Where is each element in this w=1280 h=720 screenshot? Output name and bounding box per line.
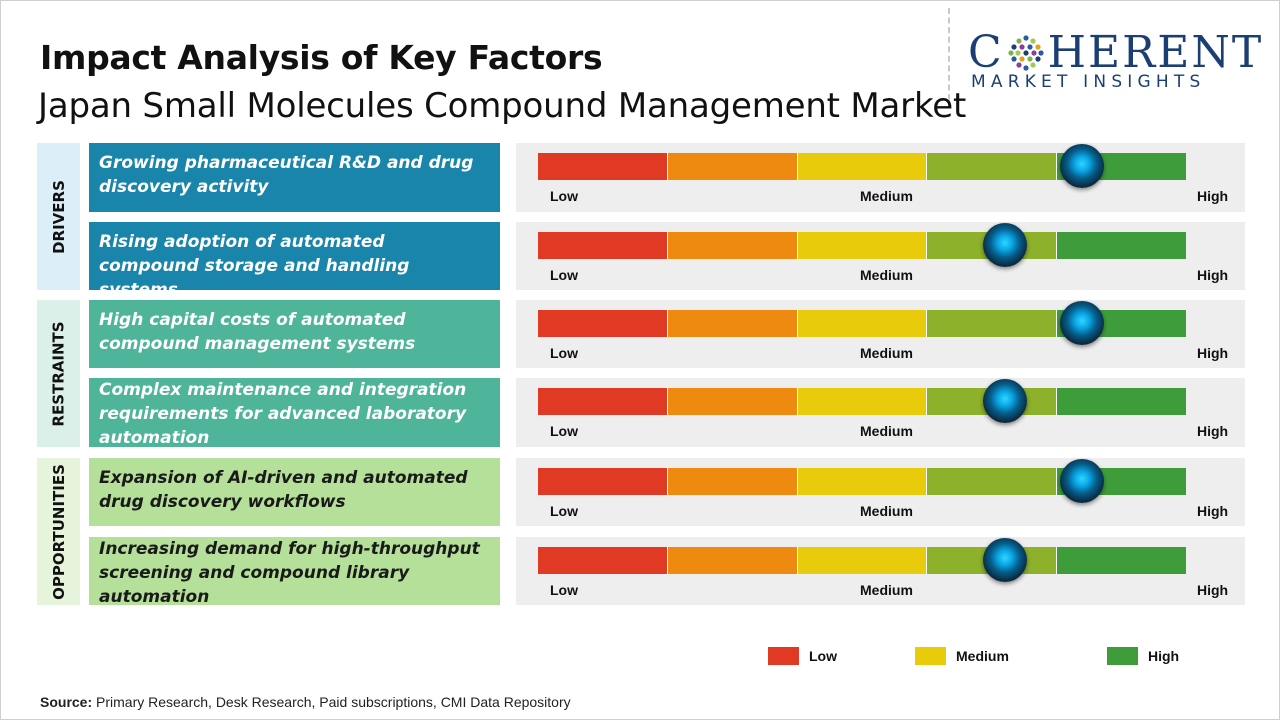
- category-label: DRIVERS: [49, 179, 68, 254]
- scale-segment: [666, 153, 797, 180]
- scale-label-low: Low: [550, 267, 578, 283]
- category-label: RESTRAINTS: [49, 320, 68, 427]
- impact-scale-bar: [538, 153, 1186, 180]
- scale-label-high: High: [1197, 267, 1229, 283]
- scale-label-medium: Medium: [860, 345, 913, 361]
- legend-label-high: High: [1148, 648, 1180, 664]
- factor-label: Increasing demand for high-throughput sc…: [99, 539, 480, 607]
- source-prefix: Source:: [40, 694, 93, 710]
- factor-label: Complex maintenance and integration requ…: [99, 380, 467, 448]
- impact-marker: [1060, 301, 1105, 345]
- scale-segment: [796, 232, 927, 259]
- legend-item-low: Low: [768, 647, 837, 665]
- scale-segment: [666, 388, 797, 415]
- scale-label-medium: Medium: [860, 423, 913, 439]
- scale-label-low: Low: [550, 345, 578, 361]
- factor-box: Expansion of AI-driven and automated dru…: [89, 458, 500, 526]
- factor-label: Rising adoption of automated compound st…: [99, 232, 410, 300]
- scale-label-low: Low: [550, 582, 578, 598]
- factor-box: Complex maintenance and integration requ…: [89, 378, 500, 448]
- factor-box: Rising adoption of automated compound st…: [89, 222, 500, 300]
- scale-label-medium: Medium: [860, 503, 913, 519]
- category-opportunities: OPPORTUNITIES: [37, 458, 80, 605]
- scale-label-medium: Medium: [860, 582, 913, 598]
- logo-wordmark: C: [968, 30, 1268, 76]
- scale-segment: [538, 310, 667, 337]
- impact-track: Low Medium High: [516, 458, 1245, 526]
- scale-segment: [666, 547, 797, 574]
- impact-marker: [982, 223, 1027, 267]
- scale-segment: [538, 153, 667, 180]
- scale-segment: [926, 153, 1057, 180]
- scale-segment: [1056, 547, 1186, 574]
- impact-marker: [982, 538, 1027, 582]
- scale-label-high: High: [1197, 423, 1229, 439]
- legend-swatch-medium: [915, 647, 946, 665]
- scale-segment: [538, 547, 667, 574]
- impact-track: Low Medium High: [516, 300, 1245, 368]
- scale-label-medium: Medium: [860, 188, 913, 204]
- factor-box: High capital costs of automated compound…: [89, 300, 500, 368]
- impact-marker: [1060, 459, 1105, 503]
- scale-segment: [538, 232, 667, 259]
- page-title: Impact Analysis of Key Factors: [40, 38, 603, 77]
- scale-segment: [796, 153, 927, 180]
- impact-track: Low Medium High: [516, 143, 1245, 212]
- legend-item-medium: Medium: [915, 647, 1009, 665]
- impact-track: Low Medium High: [516, 378, 1245, 447]
- page-subtitle: Japan Small Molecules Compound Managemen…: [38, 86, 967, 126]
- category-drivers: DRIVERS: [37, 143, 80, 290]
- impact-marker: [982, 379, 1027, 423]
- scale-label-low: Low: [550, 188, 578, 204]
- scale-segment: [926, 468, 1057, 495]
- logo-word-part2: HERENT: [1047, 27, 1264, 78]
- scale-label-high: High: [1197, 345, 1229, 361]
- legend-swatch-low: [768, 647, 799, 665]
- scale-label-high: High: [1197, 582, 1229, 598]
- legend-label-low: Low: [809, 648, 837, 664]
- logo-divider: [948, 8, 950, 100]
- logo-word-part1: C: [968, 27, 1004, 78]
- scale-segment: [538, 468, 667, 495]
- scale-segment: [666, 310, 797, 337]
- factor-box: Increasing demand for high-throughput sc…: [89, 537, 500, 607]
- factor-label: High capital costs of automated compound…: [99, 310, 416, 354]
- globe-dots-icon: [1008, 35, 1044, 71]
- legend-swatch-high: [1107, 647, 1138, 665]
- scale-label-low: Low: [550, 423, 578, 439]
- scale-segment: [1056, 388, 1186, 415]
- category-restraints: RESTRAINTS: [37, 300, 80, 447]
- scale-segment: [926, 310, 1057, 337]
- source-text: Primary Research, Desk Research, Paid su…: [92, 694, 571, 710]
- impact-track: Low Medium High: [516, 222, 1245, 290]
- scale-segment: [538, 388, 667, 415]
- legend-item-high: High: [1107, 647, 1179, 665]
- factor-label: Growing pharmaceutical R&D and drug disc…: [99, 153, 474, 197]
- impact-scale-bar: [538, 388, 1186, 415]
- impact-scale-bar: [538, 232, 1186, 259]
- scale-label-high: High: [1197, 503, 1229, 519]
- scale-label-high: High: [1197, 188, 1229, 204]
- scale-segment: [796, 388, 927, 415]
- scale-segment: [666, 232, 797, 259]
- impact-scale-bar: [538, 547, 1186, 574]
- legend-label-medium: Medium: [956, 648, 1009, 664]
- category-label: OPPORTUNITIES: [49, 463, 68, 600]
- source-note: Source: Primary Research, Desk Research,…: [40, 694, 571, 710]
- company-logo: C: [968, 30, 1268, 93]
- scale-segment: [1056, 232, 1186, 259]
- scale-segment: [796, 310, 927, 337]
- scale-segment: [796, 468, 927, 495]
- scale-label-low: Low: [550, 503, 578, 519]
- scale-segment: [666, 468, 797, 495]
- impact-marker: [1060, 144, 1105, 188]
- scale-label-medium: Medium: [860, 267, 913, 283]
- factor-box: Growing pharmaceutical R&D and drug disc…: [89, 143, 500, 212]
- logo-tagline: MARKET INSIGHTS: [971, 72, 1206, 92]
- factor-label: Expansion of AI-driven and automated dru…: [99, 468, 468, 512]
- scale-segment: [796, 547, 927, 574]
- impact-track: Low Medium High: [516, 537, 1245, 605]
